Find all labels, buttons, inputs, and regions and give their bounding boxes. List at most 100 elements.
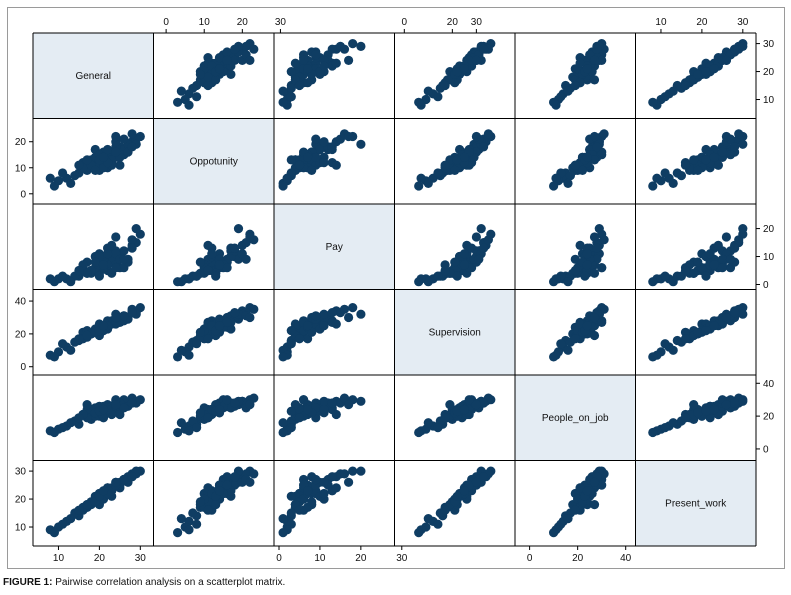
data-point [589, 232, 600, 242]
data-point [278, 514, 288, 524]
data-point [66, 514, 76, 524]
data-point [594, 224, 604, 234]
data-point [245, 55, 255, 65]
data-point [556, 339, 566, 349]
scatter-panel-people-on-job-vs-present-work [648, 393, 748, 438]
data-point [433, 519, 443, 529]
data-point [599, 129, 609, 139]
data-point [730, 308, 740, 318]
data-point [709, 404, 719, 415]
data-point [648, 181, 658, 191]
data-point [66, 345, 76, 355]
data-point [709, 260, 719, 270]
data-point [331, 319, 341, 329]
tick-label-right: 10 [763, 252, 775, 263]
data-point [589, 155, 600, 165]
data-point [226, 69, 236, 79]
data-point [222, 472, 232, 482]
data-point [131, 224, 141, 234]
data-point [74, 413, 84, 423]
data-point [107, 240, 117, 250]
data-point [319, 477, 329, 487]
data-point [575, 483, 585, 493]
data-point [286, 491, 296, 501]
tick-label-left: 30 [15, 467, 27, 478]
data-point [648, 352, 658, 362]
data-point [315, 144, 325, 155]
data-point [94, 271, 104, 281]
data-point [115, 160, 125, 170]
data-point [452, 271, 462, 281]
data-point [127, 129, 137, 139]
data-point [211, 271, 221, 281]
data-point [713, 240, 723, 250]
tick-label-bottom: 20 [572, 553, 584, 564]
data-point [278, 528, 288, 538]
data-point [119, 246, 129, 256]
data-point [479, 142, 489, 152]
data-point [286, 326, 296, 336]
data-point [90, 165, 100, 175]
tick-label-right: 20 [763, 224, 775, 235]
data-point [286, 67, 296, 77]
tick-label-top: 30 [275, 17, 287, 28]
data-point [211, 75, 221, 85]
data-point [709, 321, 719, 331]
data-point [459, 152, 469, 162]
data-point [192, 519, 202, 529]
data-point [211, 500, 221, 510]
data-point [563, 178, 573, 188]
data-point [245, 477, 255, 487]
data-point [452, 67, 462, 77]
data-point [464, 395, 474, 405]
data-point [294, 334, 305, 344]
data-point [176, 86, 186, 96]
tick-label-top: 0 [402, 17, 408, 28]
data-point [82, 268, 92, 278]
tick-label-left: 20 [15, 495, 27, 506]
data-point [70, 171, 80, 181]
data-point [173, 277, 183, 287]
data-point [459, 486, 469, 496]
data-point [119, 403, 129, 413]
data-point [597, 55, 607, 65]
data-point [173, 427, 183, 438]
data-point [450, 165, 460, 175]
data-point [58, 339, 68, 349]
data-point [563, 277, 573, 287]
data-point [127, 243, 137, 253]
data-point [356, 139, 366, 149]
data-point [589, 330, 600, 341]
data-point [303, 321, 313, 331]
data-point [356, 466, 366, 476]
data-point [717, 147, 728, 157]
data-point [668, 418, 678, 428]
data-point [589, 477, 600, 487]
data-point [192, 423, 202, 433]
data-point [203, 413, 213, 423]
data-point [74, 265, 84, 276]
diagonal-label-present-work: Present_work [665, 498, 727, 509]
data-point [668, 86, 678, 96]
data-point [570, 265, 580, 276]
data-point [307, 497, 317, 507]
data-point [589, 312, 600, 323]
data-point [299, 395, 309, 405]
data-point [303, 152, 313, 162]
data-point [45, 173, 55, 183]
scatter-panel-people-on-job-vs-oppotunity [173, 393, 259, 438]
data-point [241, 41, 251, 52]
data-point [111, 477, 121, 487]
data-point [327, 472, 337, 482]
data-point [286, 92, 296, 102]
data-point [214, 321, 225, 331]
scatter-panel-present-work-vs-general [45, 466, 145, 538]
data-point [471, 400, 481, 410]
scatter-panel-oppotunity-vs-supervision [414, 129, 496, 191]
data-point [184, 525, 194, 535]
data-point [344, 400, 354, 410]
data-point [49, 427, 60, 438]
tick-label-right: 20 [763, 412, 775, 423]
data-point [580, 271, 590, 281]
tick-label-bottom: 30 [396, 553, 408, 564]
